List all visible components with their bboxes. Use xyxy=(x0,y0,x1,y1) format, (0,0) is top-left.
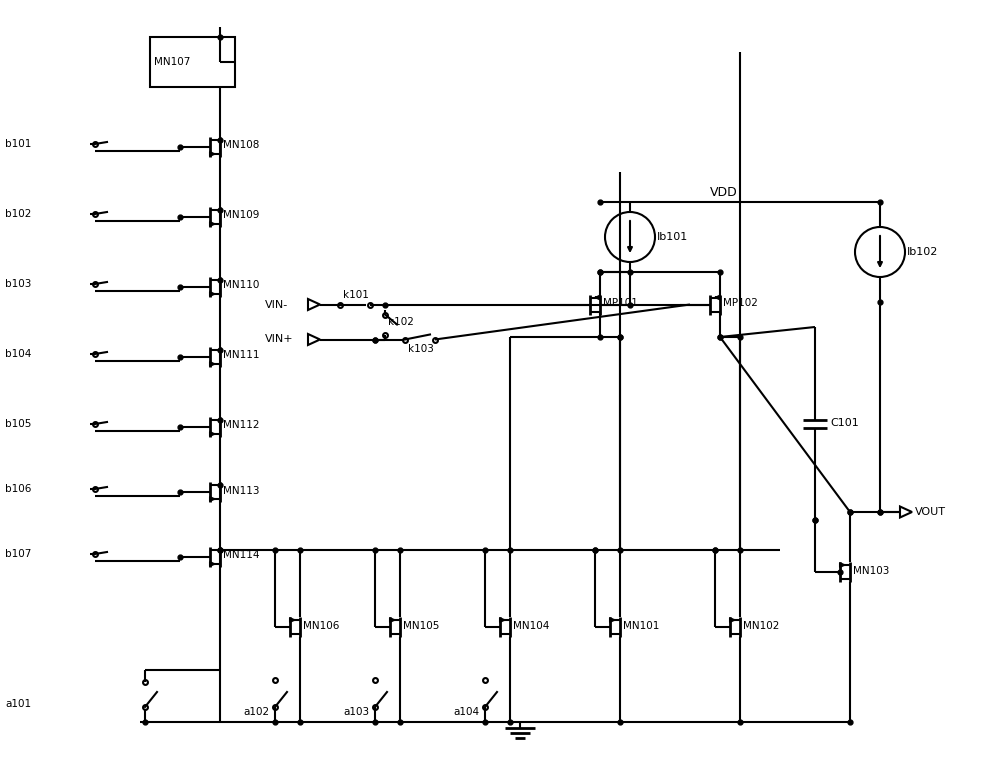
Text: a102: a102 xyxy=(244,707,270,717)
Text: MN102: MN102 xyxy=(743,621,779,631)
Text: b101: b101 xyxy=(5,139,31,149)
Text: MP101: MP101 xyxy=(603,298,638,308)
Text: VIN-: VIN- xyxy=(265,300,288,310)
Text: a103: a103 xyxy=(344,707,370,717)
Text: a104: a104 xyxy=(454,707,480,717)
Text: MN108: MN108 xyxy=(223,141,259,151)
Text: Ib102: Ib102 xyxy=(907,247,938,257)
Text: MN106: MN106 xyxy=(303,621,339,631)
Text: b106: b106 xyxy=(5,484,31,494)
Text: VOUT: VOUT xyxy=(915,507,946,517)
Text: MN113: MN113 xyxy=(223,486,260,496)
Text: C101: C101 xyxy=(830,418,859,428)
Text: MN103: MN103 xyxy=(853,566,889,576)
Text: MN101: MN101 xyxy=(623,621,659,631)
Text: MN112: MN112 xyxy=(223,421,260,431)
Text: a101: a101 xyxy=(5,699,31,709)
Text: MN114: MN114 xyxy=(223,550,260,560)
Text: MN104: MN104 xyxy=(513,621,549,631)
Text: b103: b103 xyxy=(5,279,31,289)
Text: k103: k103 xyxy=(408,344,434,354)
Text: b107: b107 xyxy=(5,549,31,559)
Text: k101: k101 xyxy=(343,290,369,300)
Bar xyxy=(150,37,235,87)
Text: VDD: VDD xyxy=(710,185,738,198)
Text: k102: k102 xyxy=(388,317,414,327)
Text: Ib101: Ib101 xyxy=(657,232,688,242)
Text: b105: b105 xyxy=(5,419,31,429)
Text: MN105: MN105 xyxy=(403,621,439,631)
Text: VIN+: VIN+ xyxy=(265,334,294,344)
Text: b104: b104 xyxy=(5,349,31,359)
Text: MN111: MN111 xyxy=(223,350,260,361)
Text: MP102: MP102 xyxy=(723,298,758,308)
Text: MN107: MN107 xyxy=(154,57,190,67)
Text: b102: b102 xyxy=(5,209,31,219)
Text: MN109: MN109 xyxy=(223,211,259,221)
Text: MN110: MN110 xyxy=(223,280,259,290)
